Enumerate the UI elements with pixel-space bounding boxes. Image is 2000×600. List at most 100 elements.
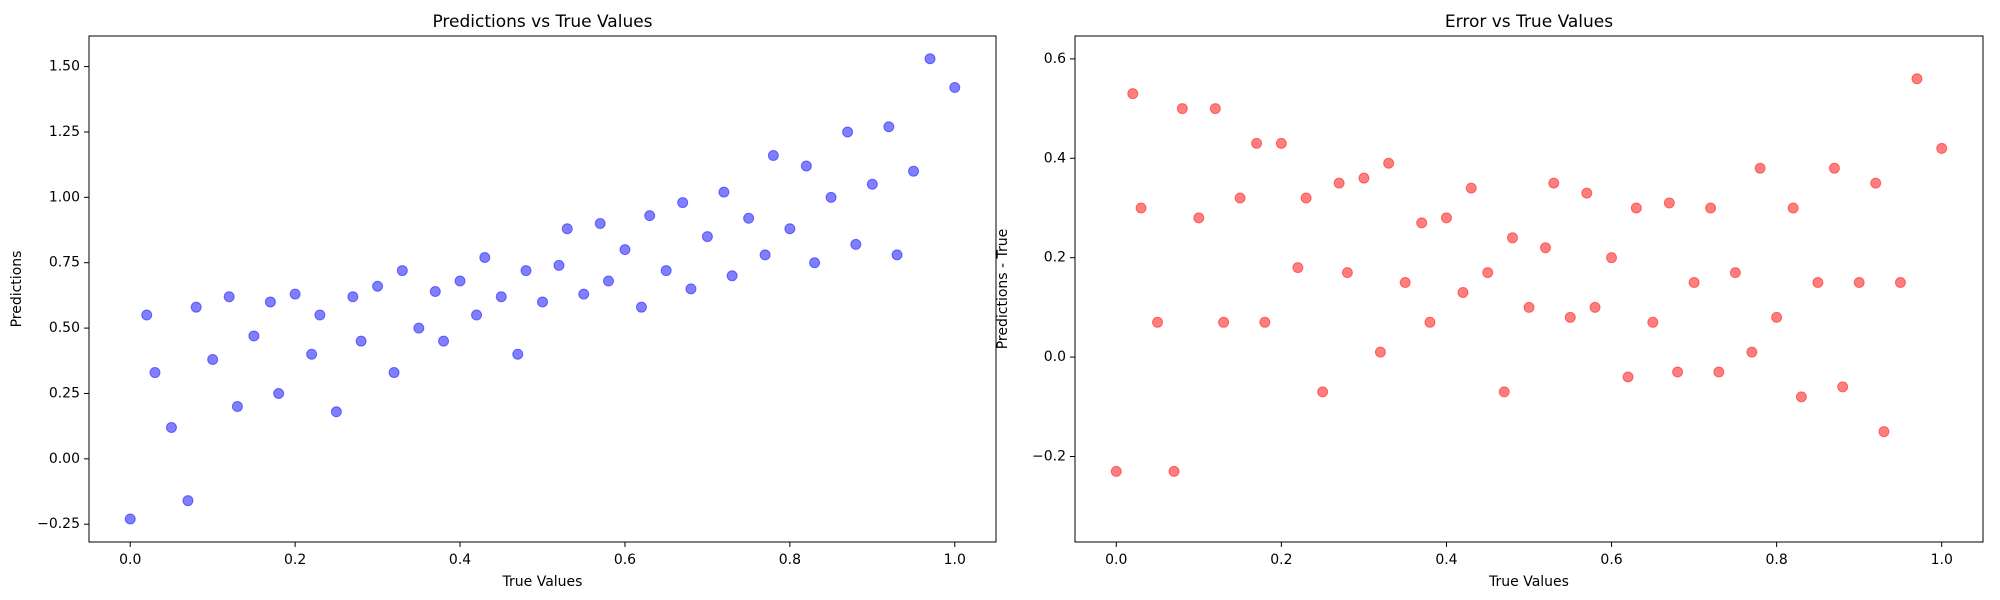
point <box>1828 162 1840 174</box>
point <box>602 275 614 287</box>
point <box>1672 366 1684 378</box>
point <box>347 291 359 303</box>
point <box>372 280 384 292</box>
y-tick-label: 0.6 <box>1044 51 1066 67</box>
plot-frame <box>1074 35 1984 543</box>
point <box>512 348 524 360</box>
point <box>1506 232 1518 244</box>
point <box>165 421 177 433</box>
y-axis-label: Predictions - True <box>995 229 1011 350</box>
x-tick-label: 0.6 <box>1600 552 1622 568</box>
point <box>1482 267 1494 279</box>
point <box>883 121 895 133</box>
point <box>438 335 450 347</box>
point <box>1176 103 1188 115</box>
y-tick-label: 1.00 <box>49 189 80 205</box>
point <box>767 150 779 162</box>
y-tick-label: 0.50 <box>49 320 80 336</box>
point <box>809 257 821 269</box>
x-tick-label: 0.0 <box>1105 552 1127 568</box>
point <box>949 82 961 94</box>
point <box>1341 267 1353 279</box>
point <box>1424 316 1436 328</box>
point <box>825 191 837 203</box>
point <box>866 178 878 190</box>
point <box>685 283 697 295</box>
point <box>1936 142 1948 154</box>
point <box>1564 311 1576 323</box>
chart-title: Predictions vs True Values <box>432 12 652 32</box>
point <box>429 285 441 297</box>
point <box>355 335 367 347</box>
point <box>743 212 755 224</box>
point <box>1374 346 1386 358</box>
point <box>471 309 483 321</box>
point <box>223 291 235 303</box>
point <box>1275 137 1287 149</box>
point <box>1209 103 1221 115</box>
y-tick-label: 0.75 <box>49 255 80 271</box>
point <box>1812 277 1824 289</box>
point <box>149 367 161 379</box>
point <box>520 265 532 277</box>
point <box>1705 202 1717 214</box>
point <box>924 53 936 65</box>
point <box>1358 172 1370 184</box>
point <box>182 495 194 507</box>
point <box>495 291 507 303</box>
x-tick-label: 0.4 <box>1435 552 1457 568</box>
point <box>1152 316 1164 328</box>
x-tick-label: 0.0 <box>119 552 141 568</box>
x-tick-label: 0.8 <box>1766 552 1788 568</box>
point <box>388 367 400 379</box>
point <box>1251 137 1263 149</box>
y-tick-label: 0.00 <box>49 451 80 467</box>
point <box>1630 202 1642 214</box>
y-tick-label: −0.2 <box>1032 449 1066 465</box>
plot-frame <box>88 35 997 543</box>
point <box>1457 286 1469 298</box>
point <box>479 251 491 263</box>
y-tick-label: 1.25 <box>49 124 80 140</box>
point <box>701 231 713 243</box>
point <box>1548 177 1560 189</box>
point <box>660 265 672 277</box>
x-tick-label: 0.2 <box>284 552 306 568</box>
x-axis-label: True Values <box>1488 574 1569 590</box>
x-tick-label: 0.2 <box>1270 552 1292 568</box>
point <box>1234 192 1246 204</box>
point <box>306 348 318 360</box>
point <box>1911 73 1923 85</box>
point <box>1589 301 1601 313</box>
point <box>759 249 771 261</box>
point <box>842 126 854 138</box>
point <box>264 296 276 308</box>
point <box>677 197 689 209</box>
point <box>1540 242 1552 254</box>
point <box>594 217 606 229</box>
point <box>231 401 243 413</box>
point <box>1523 301 1535 313</box>
point <box>1465 182 1477 194</box>
point <box>553 259 565 271</box>
x-tick-label: 0.8 <box>779 552 801 568</box>
point <box>1795 391 1807 403</box>
point <box>1292 262 1304 274</box>
point <box>1894 277 1906 289</box>
y-tick-label: 1.50 <box>49 59 80 75</box>
point <box>1440 212 1452 224</box>
point <box>1383 157 1395 169</box>
point <box>396 265 408 277</box>
point <box>1837 381 1849 393</box>
point <box>1218 316 1230 328</box>
point <box>141 309 153 321</box>
y-tick-label: 0.0 <box>1044 349 1066 365</box>
point <box>1498 386 1510 398</box>
point <box>908 165 920 177</box>
point <box>619 244 631 256</box>
point <box>784 223 796 235</box>
y-tick-label: 0.4 <box>1044 150 1066 166</box>
point <box>1713 366 1725 378</box>
point <box>1168 465 1180 477</box>
point <box>1754 162 1766 174</box>
